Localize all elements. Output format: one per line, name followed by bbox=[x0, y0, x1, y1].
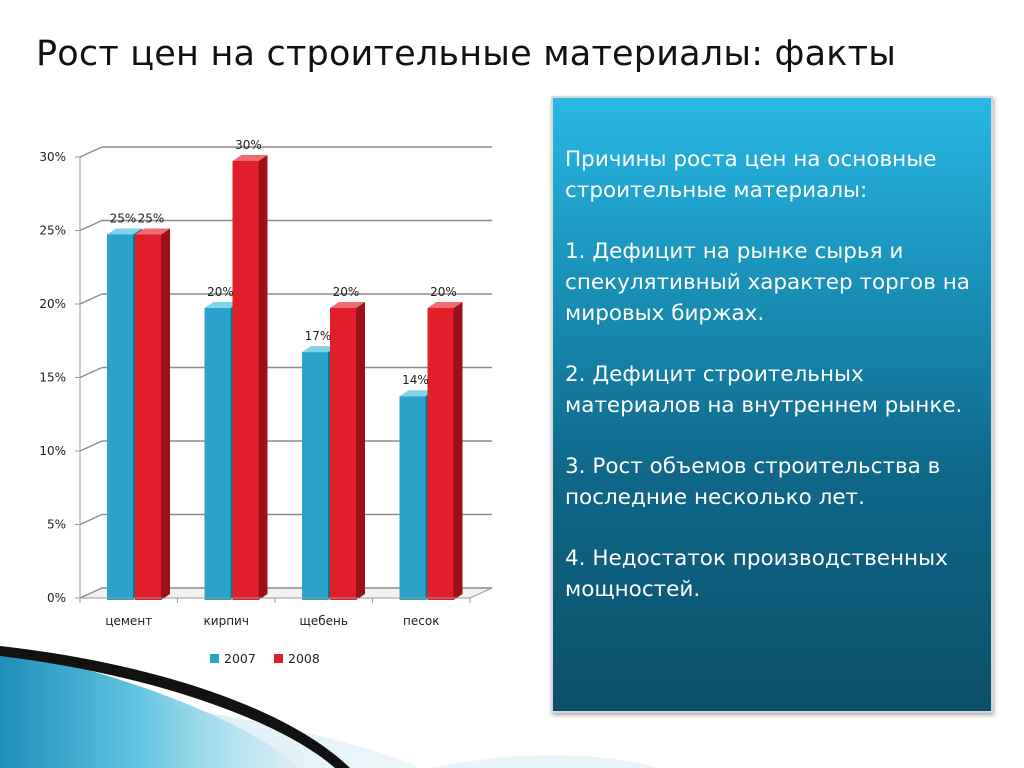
chart-gridline-diag bbox=[79, 440, 103, 452]
chart-data-label: 20% bbox=[430, 285, 457, 299]
chart-x-tick-label: песок bbox=[403, 614, 439, 628]
chart-data-label: 14% bbox=[402, 373, 429, 387]
chart-legend: 2007 2008 bbox=[210, 651, 320, 666]
chart-bar-top bbox=[232, 155, 268, 161]
reason-item-1: 1. Дефицит на рынке сырья и спекулятивны… bbox=[565, 239, 970, 326]
chart-data-label: 25% bbox=[110, 212, 137, 226]
chart-bar-front bbox=[399, 396, 426, 600]
chart-gridline-diag bbox=[79, 146, 103, 158]
swoosh-black-line bbox=[0, 646, 350, 768]
chart-legend-label: 2008 bbox=[288, 651, 320, 666]
chart-gridline-diag bbox=[79, 587, 103, 599]
swoosh-blue-band bbox=[0, 648, 300, 768]
swoosh-accent bbox=[430, 755, 660, 768]
chart-bar-front bbox=[204, 308, 231, 600]
chart-bars bbox=[107, 155, 463, 600]
slide-title: Рост цен на строительные материалы: факт… bbox=[36, 34, 897, 74]
chart-bar-front bbox=[107, 234, 133, 600]
reasons-box: Причины роста цен на основные строительн… bbox=[551, 96, 993, 713]
chart-bar-top bbox=[427, 302, 463, 308]
chart-bar bbox=[135, 228, 170, 600]
chart-bar-top bbox=[399, 390, 435, 397]
chart-bar-top bbox=[204, 302, 240, 308]
chart-y-tick-label: 10% bbox=[39, 444, 66, 458]
chart-y-tick-label: 30% bbox=[39, 150, 66, 164]
reason-item-2: 2. Дефицит строительных материалов на вн… bbox=[565, 362, 963, 418]
chart-bar-side bbox=[356, 302, 365, 600]
chart-bar bbox=[330, 302, 365, 600]
chart-bar-side bbox=[453, 302, 463, 600]
reasons-intro: Причины роста цен на основные строительн… bbox=[565, 147, 937, 203]
chart-y-tick-label: 15% bbox=[39, 371, 66, 385]
chart-bar-top bbox=[302, 346, 337, 353]
chart-data-label: 20% bbox=[207, 285, 234, 299]
chart-bar-front bbox=[302, 352, 328, 600]
chart-gridline-diag bbox=[79, 513, 103, 526]
chart-bar bbox=[427, 302, 463, 600]
chart-x-axis: цемент кирпич щебень песок bbox=[79, 597, 471, 628]
chart-y-tick-label: 0% bbox=[47, 591, 66, 605]
chart-gridline-diag bbox=[79, 293, 103, 305]
chart-bar-top bbox=[107, 228, 142, 235]
chart-x-tick-label: щебень bbox=[300, 614, 348, 628]
chart-bar-top bbox=[330, 302, 365, 308]
chart-y-tick-label: 25% bbox=[39, 224, 66, 238]
chart-bar-front bbox=[135, 234, 161, 600]
chart-legend-swatch bbox=[210, 654, 219, 663]
chart-legend-label: 2007 bbox=[224, 651, 256, 666]
chart-data-label: 17% bbox=[305, 329, 332, 343]
decorative-swoosh bbox=[0, 646, 660, 768]
chart-y-tick-label: 20% bbox=[39, 297, 66, 311]
chart-x-tick-label: кирпич bbox=[204, 614, 249, 628]
chart-x-tick-label: цемент bbox=[105, 614, 152, 628]
chart-bar-side bbox=[258, 155, 268, 600]
chart-data-labels: 25% 25% 20% 30% 17% 20% 14% 20% bbox=[110, 138, 457, 387]
chart-legend-swatch bbox=[274, 654, 283, 663]
chart-bar-front bbox=[427, 308, 454, 600]
chart-data-label: 20% bbox=[333, 285, 360, 299]
chart-bar-side bbox=[161, 228, 170, 600]
chart-data-label: 25% bbox=[138, 212, 165, 226]
chart-bar-top bbox=[135, 228, 170, 235]
chart-gridline-diag bbox=[79, 366, 103, 379]
chart-bar bbox=[232, 155, 268, 600]
reason-item-3: 3. Рост объемов строительства в последни… bbox=[565, 454, 941, 510]
reason-item-4: 4. Недостаток производственных мощностей… bbox=[565, 546, 948, 602]
chart-data-label: 30% bbox=[235, 138, 262, 152]
chart-y-axis: 0% 5% 10% 15% 20% 25% 30% bbox=[39, 150, 66, 605]
bar-chart: 0%5%10%15%20%25%30% 25% 25%20%30%17%20%14… bbox=[39, 138, 493, 666]
chart-bar-front bbox=[232, 161, 259, 600]
chart-bar-front bbox=[330, 308, 356, 600]
chart-y-tick-label: 5% bbox=[47, 518, 66, 532]
chart-gridline-diag bbox=[79, 219, 103, 232]
